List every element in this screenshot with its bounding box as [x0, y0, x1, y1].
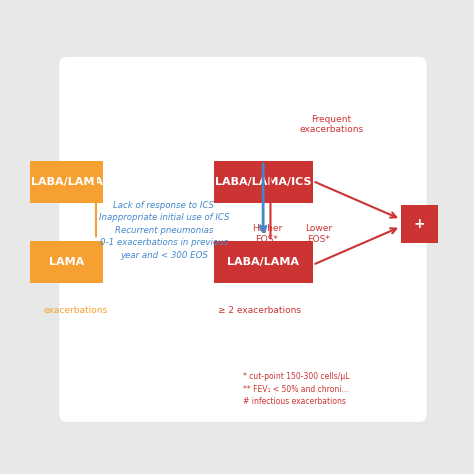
FancyBboxPatch shape [30, 241, 103, 283]
Text: Lack of response to ICS
Inappropriate initial use of ICS
Recurrent pneumonias
0-: Lack of response to ICS Inappropriate in… [99, 201, 229, 260]
Text: exacerbations: exacerbations [44, 306, 108, 315]
Text: LAMA: LAMA [49, 257, 84, 267]
Text: Lower
EOS*: Lower EOS* [305, 224, 332, 244]
Text: Higher
EOS*: Higher EOS* [252, 224, 282, 244]
FancyBboxPatch shape [30, 161, 103, 203]
FancyBboxPatch shape [59, 57, 427, 422]
Text: * cut-point 150-300 cells/μL
** FEV₁ < 50% and chroni...
# infectious exacerbati: * cut-point 150-300 cells/μL ** FEV₁ < 5… [243, 372, 349, 406]
Text: LABA/LAMA: LABA/LAMA [227, 257, 299, 267]
FancyBboxPatch shape [213, 241, 313, 283]
Text: Frequent
exacerbations: Frequent exacerbations [299, 115, 363, 134]
Text: LABA/LAMA/ICS: LABA/LAMA/ICS [215, 177, 311, 187]
FancyBboxPatch shape [213, 161, 313, 203]
Text: +: + [413, 217, 425, 231]
FancyBboxPatch shape [401, 205, 438, 243]
Text: LABA/LAMA: LABA/LAMA [31, 177, 102, 187]
Text: ≥ 2 exacerbations: ≥ 2 exacerbations [218, 306, 301, 315]
